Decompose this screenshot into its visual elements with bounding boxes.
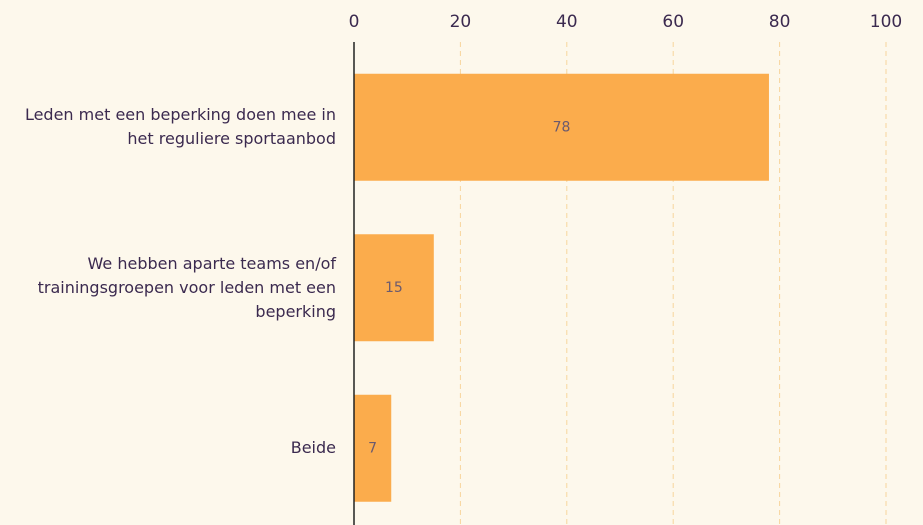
value-label: 78	[553, 119, 571, 135]
bar	[354, 73, 769, 181]
x-tick-label: 60	[662, 12, 684, 32]
bar	[354, 394, 392, 502]
y-tick-label: Beide	[290, 438, 336, 458]
x-tick-label: 80	[769, 12, 791, 32]
value-label: 15	[385, 280, 403, 296]
y-tick-label: Leden met een beperking doen mee in het …	[24, 105, 336, 149]
value-label: 7	[368, 440, 377, 456]
x-tick-label: 20	[450, 12, 472, 32]
x-tick-label: 0	[349, 12, 360, 32]
x-tick-label: 100	[870, 12, 902, 32]
x-tick-label: 40	[556, 12, 578, 32]
bar	[354, 234, 434, 342]
y-tick-label: We hebben aparte teams en/of trainingsgr…	[37, 253, 336, 321]
